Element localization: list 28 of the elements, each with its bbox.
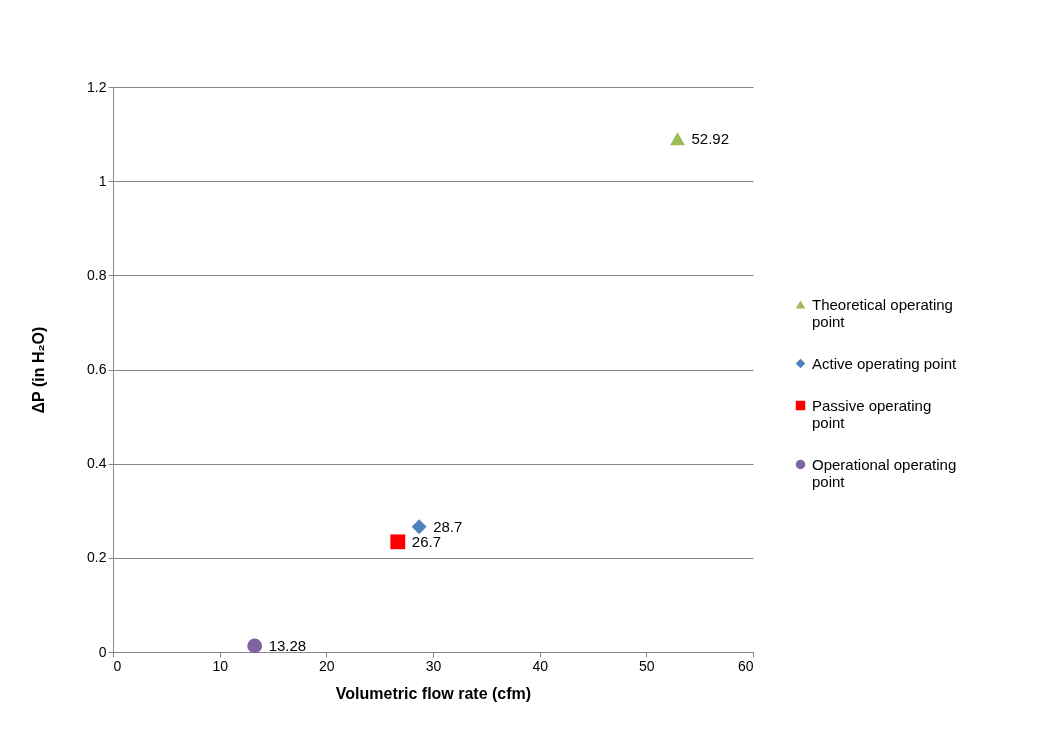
annotation: 26.7	[411, 532, 441, 550]
y-tick-label: 1.2	[87, 78, 107, 95]
legend-label: Theoretical operating point	[812, 295, 953, 330]
annotation: 28.7	[433, 517, 463, 535]
y-axis-title: ΔP (in H₂O)	[30, 326, 48, 414]
y-tick-label: 0.6	[87, 361, 107, 377]
point	[247, 638, 263, 654]
point	[670, 132, 685, 146]
x-tick-label: 40	[532, 657, 549, 674]
x-tick-label: 60	[737, 657, 754, 674]
y-tick-label: 0.2	[87, 549, 107, 566]
x-tick-label: 20	[319, 657, 335, 674]
annotation: 52.92	[691, 129, 730, 147]
x-tick-label: 50	[639, 657, 655, 674]
legend-label: Active operating point	[812, 354, 958, 372]
x-axis-title: Volumetric flow rate (cfm)	[335, 684, 532, 702]
y-tick-label: 0	[98, 643, 107, 660]
y-tick-label: 0.4	[87, 455, 107, 472]
point	[411, 519, 427, 535]
y-tick-label: 1	[98, 172, 107, 189]
y-tick-label: 0.8	[87, 266, 107, 283]
point	[390, 534, 406, 550]
legend-label: Passive operating point	[812, 396, 932, 431]
annotation: 13.28	[268, 636, 307, 654]
x-tick-label: 30	[425, 657, 442, 674]
x-tick-label: 0	[113, 657, 122, 674]
x-tick-label: 10	[212, 657, 229, 674]
legend-label: Operational operating point	[812, 455, 957, 490]
